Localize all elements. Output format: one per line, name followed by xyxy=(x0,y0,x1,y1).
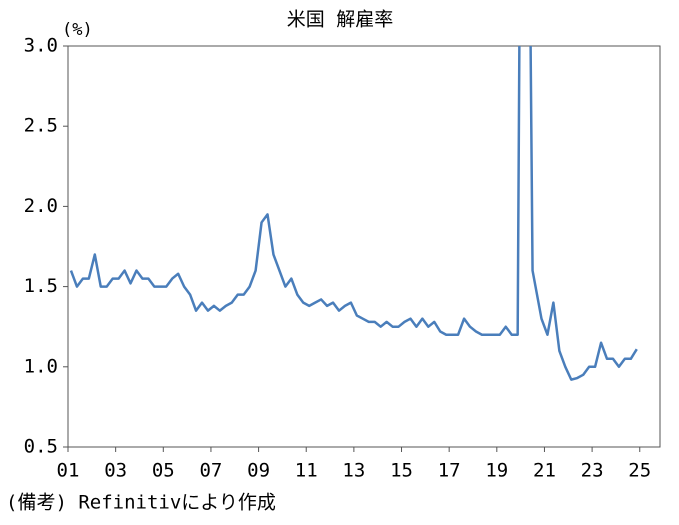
y-tick-label: 1.0 xyxy=(24,355,58,377)
x-tick-label: 23 xyxy=(581,460,604,482)
x-tick-label: 07 xyxy=(199,460,222,482)
x-tick-label: 19 xyxy=(485,460,508,482)
x-tick-label: 17 xyxy=(438,460,461,482)
x-tick-label: 25 xyxy=(628,460,651,482)
x-tick-label: 13 xyxy=(342,460,365,482)
x-tick-label: 15 xyxy=(390,460,413,482)
y-tick-label: 1.5 xyxy=(24,275,58,297)
chart-title: 米国 解雇率 xyxy=(287,9,393,31)
y-tick-label: 2.0 xyxy=(24,195,58,217)
x-tick-label: 05 xyxy=(152,460,175,482)
plot-frame xyxy=(67,45,661,448)
x-tick-label: 01 xyxy=(57,460,80,482)
source-note: (備考) Refinitivにより作成 xyxy=(6,492,276,514)
data-line xyxy=(69,46,638,381)
x-tick-label: 03 xyxy=(104,460,127,482)
x-tick-label: 09 xyxy=(247,460,270,482)
y-unit: (%) xyxy=(62,20,93,40)
y-tick-label: 0.5 xyxy=(24,436,58,458)
x-tick-label: 21 xyxy=(533,460,556,482)
y-tick-label: 2.5 xyxy=(24,115,58,137)
y-tick-label: 3.0 xyxy=(24,35,58,57)
x-tick-label: 11 xyxy=(295,460,318,482)
